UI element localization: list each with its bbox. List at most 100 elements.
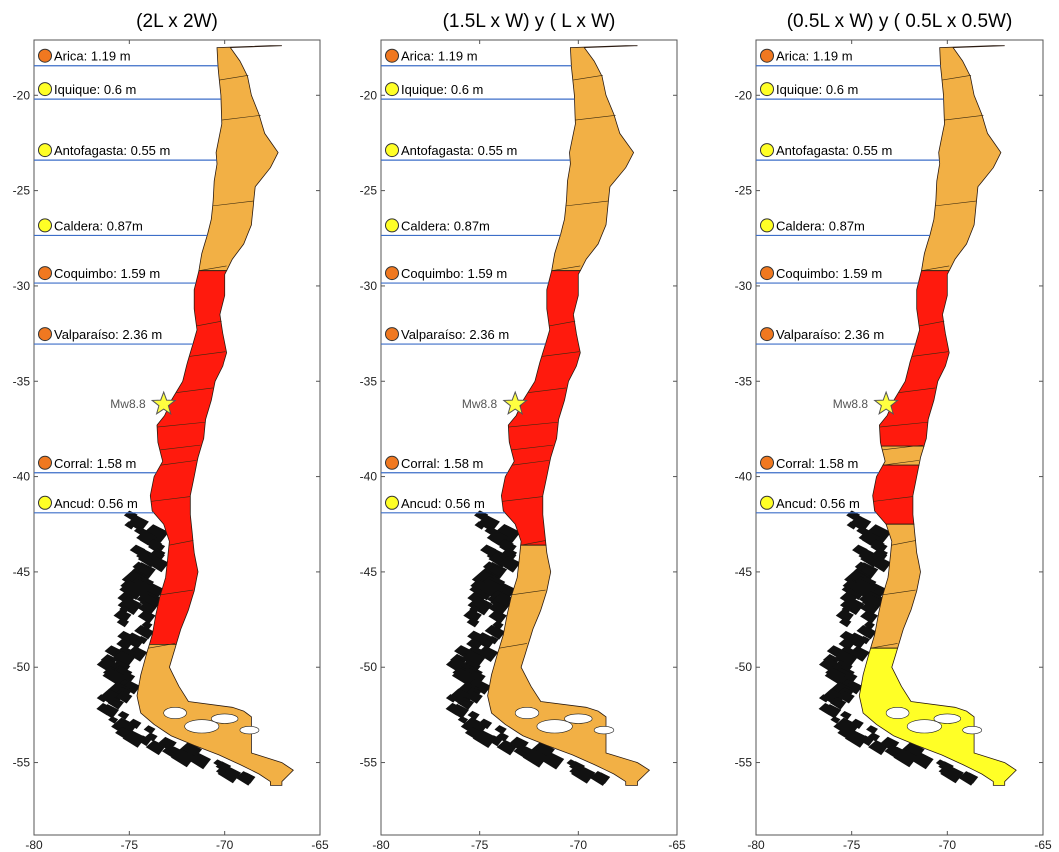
station-label: Coquimbo: 1.59 m <box>54 266 160 281</box>
island-shape <box>459 699 471 708</box>
region-low <box>136 644 294 786</box>
station-label: Arica: 1.19 m <box>54 49 131 64</box>
region-low <box>551 45 638 272</box>
x-tick-label: -65 <box>668 838 686 852</box>
island-shape <box>145 732 158 742</box>
island-shape <box>496 732 509 742</box>
station-label: Corral: 1.58 m <box>54 456 136 471</box>
station-label: Antofagasta: 0.55 m <box>54 143 170 158</box>
station-label: Caldera: 0.87m <box>401 218 490 233</box>
y-tick-label: -40 <box>735 470 753 484</box>
island-shape <box>96 694 108 703</box>
coastal-islands <box>445 510 611 786</box>
station-marker <box>385 143 399 158</box>
region-border <box>551 265 581 271</box>
strait-water <box>564 713 593 724</box>
strait-water <box>885 706 910 720</box>
station-label: Antofagasta: 0.55 m <box>401 143 517 158</box>
island-shape <box>111 650 135 669</box>
station-label: Arica: 1.19 m <box>776 49 853 64</box>
station-marker <box>760 455 774 470</box>
island-shape <box>141 621 153 630</box>
station-label: Valparaíso: 2.36 m <box>54 327 162 342</box>
island-shape <box>138 565 153 577</box>
epicenter-star-icon <box>873 390 899 415</box>
island-shape <box>865 524 892 544</box>
island-shape <box>136 636 148 645</box>
island-shape <box>854 639 865 648</box>
island-shape <box>96 703 113 716</box>
island-shape <box>487 626 506 640</box>
island-shape <box>119 605 130 614</box>
island-shape <box>859 636 871 645</box>
x-tick-label: -80 <box>372 838 390 852</box>
island-shape <box>117 710 130 720</box>
island-shape <box>465 690 483 704</box>
y-tick-label: -50 <box>13 660 31 674</box>
epicenter-label: Mw8.8 <box>833 397 869 411</box>
island-shape <box>467 710 480 720</box>
island-shape <box>113 609 132 623</box>
region-border <box>941 74 972 81</box>
region-border <box>935 200 977 207</box>
island-shape <box>472 730 497 749</box>
station-label: Caldera: 0.87m <box>776 218 865 233</box>
plot-frame <box>33 39 321 836</box>
island-shape <box>844 680 863 695</box>
island-shape <box>122 680 141 695</box>
island-shape <box>478 718 493 730</box>
region-border <box>944 115 984 121</box>
island-shape <box>958 771 978 786</box>
island-shape <box>147 556 169 573</box>
region-high <box>872 464 920 525</box>
island-shape <box>461 650 486 669</box>
island-shape <box>139 594 162 612</box>
panel-title: (0.5L x W) y ( 0.5L x 0.5W) <box>787 11 1013 32</box>
region-low <box>921 45 1005 272</box>
station-label: Corral: 1.58 m <box>401 456 483 471</box>
y-tick-label: -55 <box>13 756 31 770</box>
island-shape <box>110 699 121 708</box>
island-shape <box>893 748 918 768</box>
region-border <box>511 444 554 451</box>
y-tick-label: -30 <box>735 279 753 293</box>
island-shape <box>522 748 548 768</box>
region-border <box>520 540 547 546</box>
island-shape <box>839 710 852 720</box>
y-tick-label: -55 <box>360 756 378 770</box>
station-label: Iquique: 0.6 m <box>401 82 483 97</box>
station-label: Iquique: 0.6 m <box>54 82 136 97</box>
island-shape <box>488 601 508 617</box>
station-marker <box>760 143 774 158</box>
island-shape <box>838 690 855 704</box>
region-high <box>878 270 950 447</box>
station-marker <box>38 82 52 97</box>
island-shape <box>566 759 578 768</box>
y-tick-label: -25 <box>360 184 378 198</box>
y-tick-label: -40 <box>13 470 31 484</box>
strait-water <box>211 713 239 724</box>
island-shape <box>866 725 878 735</box>
island-shape <box>451 668 474 685</box>
panel-title: (2L x 2W) <box>136 11 218 32</box>
island-shape <box>859 626 877 640</box>
region-border <box>541 351 580 357</box>
region-border <box>870 643 898 649</box>
map-panel-2: (1.5L x W) y ( L x W) -20 -25 -30 -35 -40 -45 -… <box>360 11 686 852</box>
island-shape <box>115 691 133 704</box>
x-tick-label: -75 <box>121 838 139 852</box>
strait-water <box>933 713 962 724</box>
station-marker <box>385 266 399 281</box>
island-shape <box>863 621 875 630</box>
island-shape <box>143 725 156 735</box>
island-shape <box>116 617 130 628</box>
station-label: Ancud: 0.56 m <box>54 496 138 511</box>
island-shape <box>839 596 865 616</box>
island-shape <box>850 718 864 729</box>
region-low <box>487 544 651 786</box>
island-shape <box>139 612 154 623</box>
region-border <box>911 351 949 357</box>
island-shape <box>122 730 146 748</box>
region-border <box>919 320 945 327</box>
